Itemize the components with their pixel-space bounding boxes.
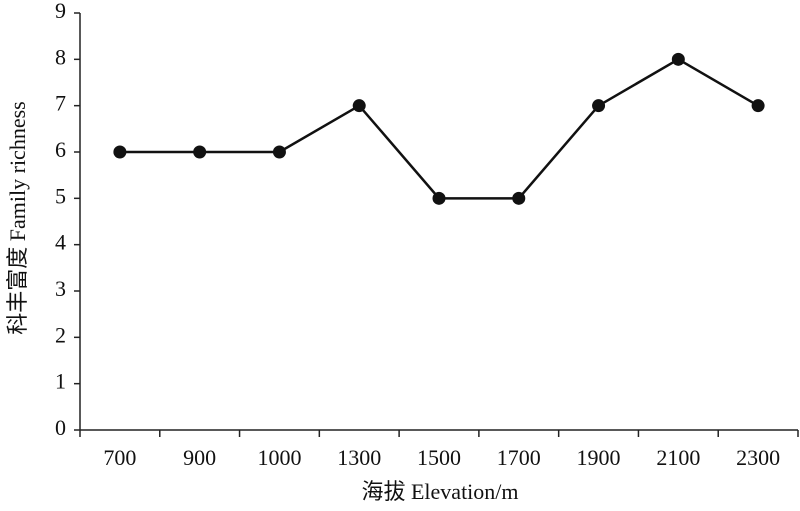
y-tick-label: 8 [55, 44, 66, 69]
data-point [671, 52, 685, 66]
y-tick-label: 6 [55, 137, 66, 162]
y-tick-label: 4 [55, 230, 66, 255]
x-tick-label: 1300 [337, 445, 381, 470]
data-point [193, 145, 207, 159]
y-tick-label: 2 [55, 322, 66, 347]
data-point [352, 99, 366, 113]
data-line [119, 57, 759, 200]
y-tick-label: 5 [55, 183, 66, 208]
x-tick-label: 2100 [656, 445, 700, 470]
data-point [113, 145, 127, 159]
x-tick-label: 1500 [417, 445, 461, 470]
x-tick-label: 700 [103, 445, 136, 470]
y-tick-label: 3 [55, 276, 66, 301]
y-tick-label: 1 [55, 369, 66, 394]
x-axis-label: 海拔 Elevation/m [361, 479, 518, 504]
x-tick-label: 1000 [257, 445, 301, 470]
x-tick-label: 1900 [577, 445, 621, 470]
data-point [751, 99, 765, 113]
data-point [512, 191, 526, 205]
y-tick-label: 7 [55, 91, 66, 116]
y-tick-label: 0 [55, 415, 66, 440]
data-point [592, 99, 606, 113]
y-tick-label: 9 [55, 0, 66, 23]
y-axis-label: 科丰富度 Family richness [5, 101, 30, 334]
data-point [432, 191, 446, 205]
x-tick-label: 900 [183, 445, 216, 470]
x-tick-label: 1700 [497, 445, 541, 470]
data-point [272, 145, 286, 159]
x-tick-label: 2300 [736, 445, 780, 470]
